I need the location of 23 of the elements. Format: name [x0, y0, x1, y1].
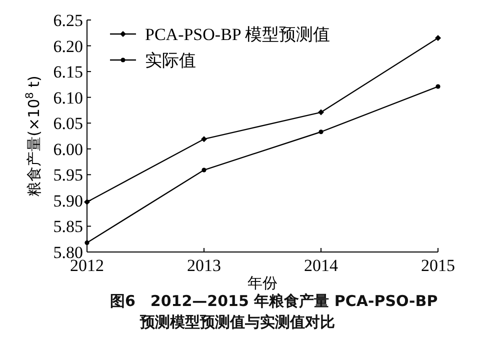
point	[84, 240, 90, 246]
y-tick-label: 6.00	[53, 140, 83, 159]
x-tick-label: 2015	[421, 256, 455, 275]
y-tick-label: 5.90	[53, 191, 83, 210]
point	[201, 136, 207, 142]
y-tick-label: 6.15	[53, 62, 83, 82]
y-tick-label: 5.85	[53, 217, 83, 236]
y-tick-label: 6.05	[53, 114, 83, 134]
y-tick-label: 5.95	[53, 166, 83, 185]
point	[202, 168, 206, 172]
point	[436, 84, 440, 89]
x-tick-label: 2013	[187, 256, 221, 275]
legend-label: PCA-PSO-BP 模型预测值	[145, 25, 330, 44]
text: 图6 2012—2015 年粮食产量 PCA-PSO-BP 预测模型预测值与实测值对比	[110, 291, 439, 333]
y-tick-label: 6.20	[53, 36, 83, 56]
y-tick-label: 6.25	[53, 11, 83, 30]
point	[318, 109, 324, 116]
y-tick-label: 6.10	[53, 88, 83, 108]
point	[318, 130, 324, 134]
x-tick-label: 2014	[304, 256, 338, 275]
x-axis-title: 年份	[248, 274, 278, 292]
legend-label: 实际值	[145, 51, 196, 70]
point	[435, 35, 441, 42]
